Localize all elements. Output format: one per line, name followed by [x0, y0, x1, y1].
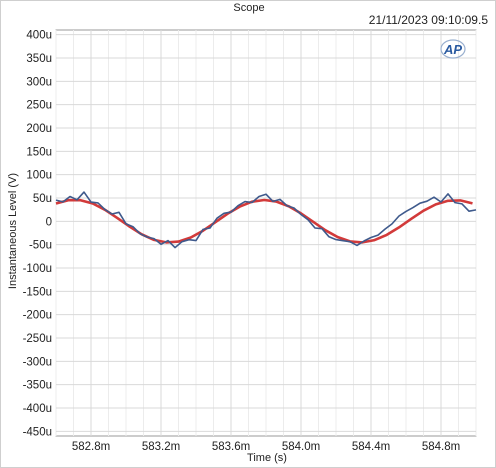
y-tick-label: -450u: [23, 426, 52, 438]
x-tick-label: 583.6m: [212, 441, 250, 453]
grid: [55, 30, 477, 436]
y-tick-label: 400u: [26, 30, 52, 42]
y-tick-label: -100u: [23, 263, 52, 275]
y-tick-labels: 400u 350u 300u 250u 200u 150u 100u 50u 0 -50u -100…: [23, 30, 52, 439]
ap-logo-icon: AP: [440, 39, 466, 59]
y-tick-label: 0: [46, 216, 52, 228]
y-tick-label: -200u: [23, 310, 52, 322]
y-tick-label: -150u: [23, 286, 52, 298]
x-axis-label: Time (s): [247, 452, 287, 464]
x-tick-label: 583.2m: [142, 441, 180, 453]
y-tick-label: -250u: [23, 333, 52, 345]
x-tick-label: 584.0m: [282, 441, 320, 453]
series-line-2: [55, 191, 477, 249]
timestamp: 21/11/2023 09:10:09.5: [368, 13, 488, 27]
window-title: Scope: [233, 2, 265, 14]
x-tick-label: 584.4m: [352, 441, 390, 453]
x-tick-label: 584.8m: [422, 441, 460, 453]
y-tick-label: -50u: [29, 240, 52, 252]
x-tick-labels: 582.8m 583.2m 583.6m 584.0m 584.4m 584.8m: [72, 441, 460, 453]
traces: [55, 191, 477, 249]
y-tick-label: 50u: [33, 193, 52, 205]
y-tick-label: 350u: [26, 53, 52, 65]
y-tick-label: 100u: [26, 170, 52, 182]
x-tick-label: 582.8m: [72, 441, 110, 453]
y-tick-label: -400u: [23, 403, 52, 415]
y-tick-label: 150u: [26, 146, 52, 158]
y-tick-label: 250u: [26, 100, 52, 112]
y-tick-label: 300u: [26, 76, 52, 88]
y-tick-label: 200u: [26, 123, 52, 135]
y-tick-label: -350u: [23, 380, 52, 392]
ap-logo-text: AP: [443, 42, 462, 57]
y-tick-label: -300u: [23, 356, 52, 368]
